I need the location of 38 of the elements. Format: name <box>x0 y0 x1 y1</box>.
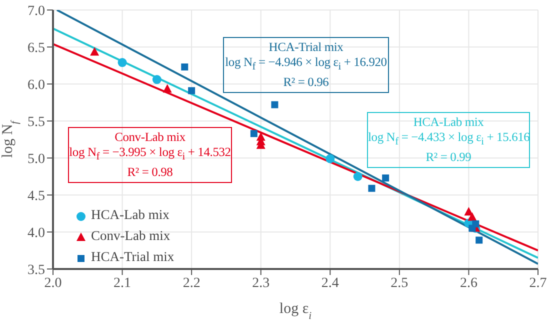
point <box>472 220 480 228</box>
y-tick-label: 6.5 <box>28 40 45 56</box>
y-tick-label: 5.0 <box>28 152 45 167</box>
x-tick-label: 2.2 <box>182 276 200 291</box>
point <box>162 84 172 93</box>
x-axis-title: log ε$_{i}$ <box>279 301 312 322</box>
x-tick-label: 2.4 <box>321 276 339 291</box>
text: Conv-Lab mix log N$_{f}$ = −3.995 × log ε$_{i}$ + 14.532 R² = 0.98 <box>69 130 231 178</box>
x-tick-label: 2.3 <box>252 276 270 291</box>
legend-label: Conv-Lab mix <box>90 227 172 245</box>
y-tick-label: 6.0 <box>28 78 45 93</box>
point <box>181 63 188 70</box>
point <box>382 174 390 182</box>
point <box>353 172 362 181</box>
point <box>271 101 278 108</box>
legend-label: HCA-Trial mix <box>90 248 174 266</box>
point <box>326 154 335 164</box>
x-tick-label: 2.0 <box>44 276 62 291</box>
x-tick-label: 2.7 <box>529 276 547 291</box>
legend-label: HCA-Lab mix <box>90 206 170 224</box>
point <box>250 130 258 138</box>
y-tick-label: 3.5 <box>28 262 45 278</box>
point <box>152 75 162 84</box>
y-tick-label: 5.5 <box>28 114 45 130</box>
point <box>118 58 127 68</box>
y-tick-label: 4.5 <box>28 188 45 204</box>
point <box>90 47 100 56</box>
x-tick-label: 2.1 <box>114 276 132 291</box>
x-tick-label: 2.5 <box>390 276 408 291</box>
point <box>476 236 483 244</box>
y-tick-label: 4.0 <box>28 226 45 241</box>
y-tick-label: 7.0 <box>28 4 45 19</box>
point <box>368 184 376 192</box>
x-tick-label: 2.6 <box>460 276 478 291</box>
text: HCA-Trial mix log N$_{f}$ = −4.946 × log ε$_{i}$ + 16.920 R² = 0.96 <box>225 40 387 88</box>
point <box>468 212 477 221</box>
point <box>188 87 196 94</box>
text: HCA-Lab mix log N$_{f}$ = −4.433 × log ε$_{i}$ + 15.616 R² = 0.99 <box>368 115 530 164</box>
